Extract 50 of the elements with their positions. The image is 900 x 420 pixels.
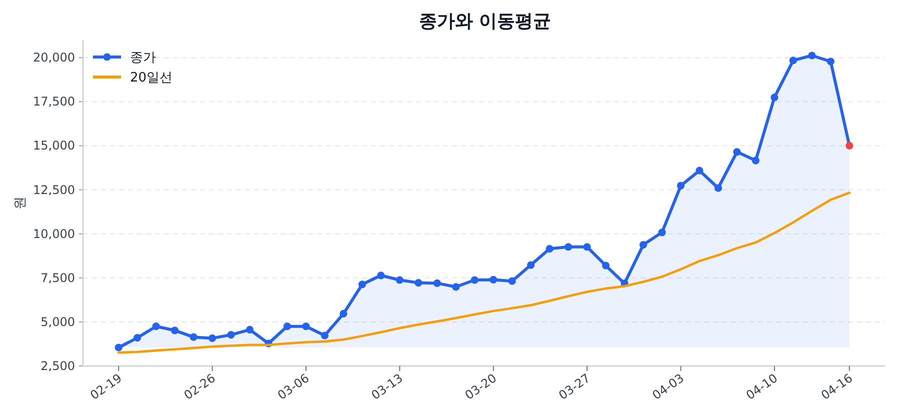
point	[396, 276, 404, 284]
point	[283, 322, 292, 330]
y-tick-label: 20,000	[33, 50, 75, 65]
point	[770, 94, 778, 102]
point	[414, 279, 422, 287]
point	[171, 326, 179, 334]
y-tick-label: 2,500	[40, 359, 75, 373]
point	[433, 279, 441, 287]
point	[789, 56, 797, 64]
point	[808, 52, 816, 60]
point	[302, 322, 310, 330]
point	[134, 334, 142, 342]
point	[658, 228, 666, 236]
point	[733, 148, 741, 156]
y-tick-label: 15,000	[33, 138, 75, 153]
point	[602, 262, 610, 270]
y-tick-label: 12,500	[33, 182, 75, 197]
point	[527, 261, 535, 269]
y-axis-title: 원	[13, 196, 28, 210]
point	[190, 333, 198, 341]
point	[152, 322, 160, 330]
point	[452, 283, 460, 291]
point	[696, 166, 704, 174]
point	[377, 272, 385, 280]
point	[508, 277, 516, 285]
y-tick-label: 17,500	[33, 94, 75, 109]
point	[846, 142, 854, 150]
point	[714, 184, 722, 192]
point	[546, 245, 554, 253]
point	[340, 310, 348, 318]
point	[358, 280, 366, 288]
chart-title: 종가와 이동평균	[418, 11, 552, 32]
point	[639, 240, 648, 249]
legend-label: 종가	[130, 50, 156, 66]
legend-label: 20일선	[130, 70, 173, 86]
point	[114, 344, 122, 352]
y-tick-label: 10,000	[33, 226, 75, 241]
point	[583, 243, 591, 251]
point	[676, 182, 685, 190]
point	[320, 332, 329, 340]
point	[208, 334, 216, 342]
point	[227, 331, 235, 339]
point	[826, 58, 834, 66]
y-tick-label: 5,000	[40, 314, 75, 329]
y-tick-label: 7,500	[40, 270, 75, 285]
point	[752, 156, 760, 164]
point	[564, 243, 572, 251]
point	[470, 276, 478, 284]
point	[246, 326, 254, 334]
point	[490, 276, 498, 284]
